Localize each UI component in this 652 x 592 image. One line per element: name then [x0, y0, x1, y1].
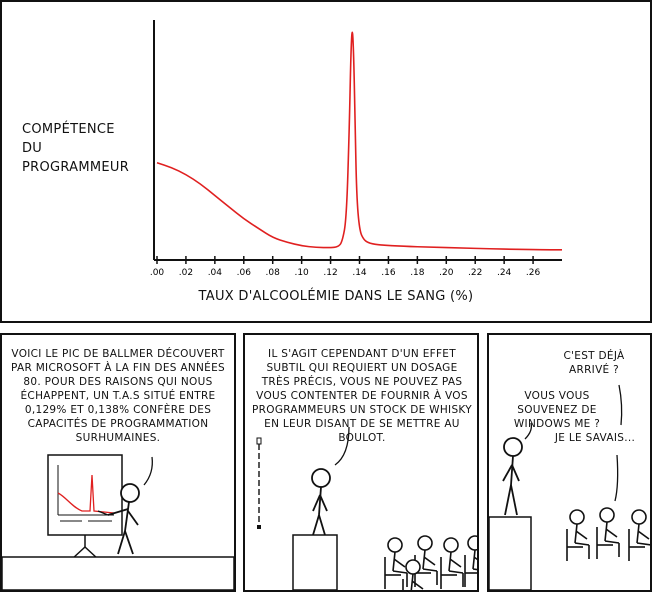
audience-member-part: [631, 509, 647, 525]
x-tick-label: .22: [468, 268, 482, 278]
panel3-caption: IL S'AGIT CEPENDANT D'UN EFFET SUBTIL QU…: [252, 348, 472, 444]
x-tick-label: .02: [179, 268, 193, 278]
panel4-question: C'EST DÉJÀ ARRIVÉ ?: [563, 350, 625, 376]
audience-member-part: [473, 556, 477, 561]
stage-block: [292, 534, 338, 590]
x-tick-label: .04: [208, 268, 223, 278]
audience-member-part: [449, 558, 462, 568]
audience-member-part: [405, 559, 421, 575]
audience-member-part: [605, 528, 618, 538]
mini-peak-curve: [57, 474, 115, 514]
x-tick-label: .18: [410, 268, 425, 278]
audience-member-part: [417, 535, 433, 551]
stage-floor: [2, 556, 234, 590]
panel-windows-me: C'EST DÉJÀ ARRIVÉ ? VOUS VOUS SOUVENEZ D…: [487, 333, 652, 592]
y-axis-label: COMPÉTENCE DU PROGRAMMEUR: [22, 122, 130, 175]
audience-member-part: [423, 556, 436, 566]
x-tick-label: .08: [266, 268, 281, 278]
ballmer-peak-chart: .00 .02 .04 .06 .08 .10 .12 .14 .16 .18 .20 .22 .24.…: [150, 20, 562, 278]
audience-member-part: [392, 551, 396, 572]
audience-member-part: [443, 537, 459, 553]
audience-member-part: [393, 558, 406, 568]
panel4-aside: JE LE SAVAIS...: [554, 432, 636, 444]
audience-member-part: [448, 551, 452, 572]
audience-member-part: [636, 523, 640, 544]
audience-member-part: [636, 542, 650, 546]
audience-member-part: [604, 521, 608, 542]
audience-member-part: [637, 530, 650, 540]
stage-block-2: [489, 516, 532, 590]
audience-member-part: [604, 540, 620, 544]
panel-subtle-effect: IL S'AGIT CEPENDANT D'UN EFFET SUBTIL QU…: [243, 333, 479, 592]
audience-member-part: [410, 573, 414, 590]
x-tick-label: .26: [526, 268, 541, 278]
chart-panel: COMPÉTENCE DU PROGRAMMEUR .00.02.04.06.0…: [0, 0, 652, 323]
x-tick-label: .24: [497, 268, 512, 278]
panel-ballmer-presentation: VOICI LE PIC DE BALLMER DÉCOUVERT PAR MI…: [0, 333, 236, 592]
x-axis-label: TAUX D'ALCOOLÉMIE DANS LE SANG (%): [198, 289, 474, 304]
x-tick-label: .00: [150, 268, 165, 278]
audience-member-part: [574, 523, 578, 544]
x-tick-label: .16: [381, 268, 396, 278]
audience-scene-2: [489, 384, 650, 590]
audience-member-part: [422, 568, 438, 572]
speaker-figure: [311, 468, 331, 488]
x-tick-label: .06: [237, 268, 252, 278]
audience-member-part: [575, 530, 588, 540]
audience-member-part: [574, 542, 590, 546]
audience-member-part: [472, 568, 477, 571]
x-tick-label: .10: [294, 268, 309, 278]
audience-member-part: [472, 549, 476, 570]
questioner-figure: [503, 437, 523, 457]
audience-scene-1: [256, 426, 477, 590]
audience-member-part: [448, 570, 464, 574]
audience-group: [384, 535, 477, 590]
panel4-reply: VOUS VOUS SOUVENEZ DE WINDOWS ME ?: [513, 390, 601, 430]
presentation-scene: [2, 454, 234, 590]
x-tick-label: .12: [323, 268, 337, 278]
panel2-caption: VOICI LE PIC DE BALLMER DÉCOUVERT PAR MI…: [11, 348, 225, 444]
audience-member-part: [599, 507, 615, 523]
x-tick-label: .14: [352, 268, 367, 278]
audience-member-part: [387, 537, 403, 553]
audience-member-part: [422, 549, 426, 570]
x-tick-label: .20: [439, 268, 454, 278]
audience-member-part: [411, 580, 424, 590]
presenter-figure: [120, 483, 140, 503]
audience-member-part: [569, 509, 585, 525]
audience-member-part: [392, 570, 408, 574]
presentation-board: [47, 454, 123, 536]
audience-member-part: [467, 535, 477, 551]
competence-curve: [156, 31, 562, 251]
